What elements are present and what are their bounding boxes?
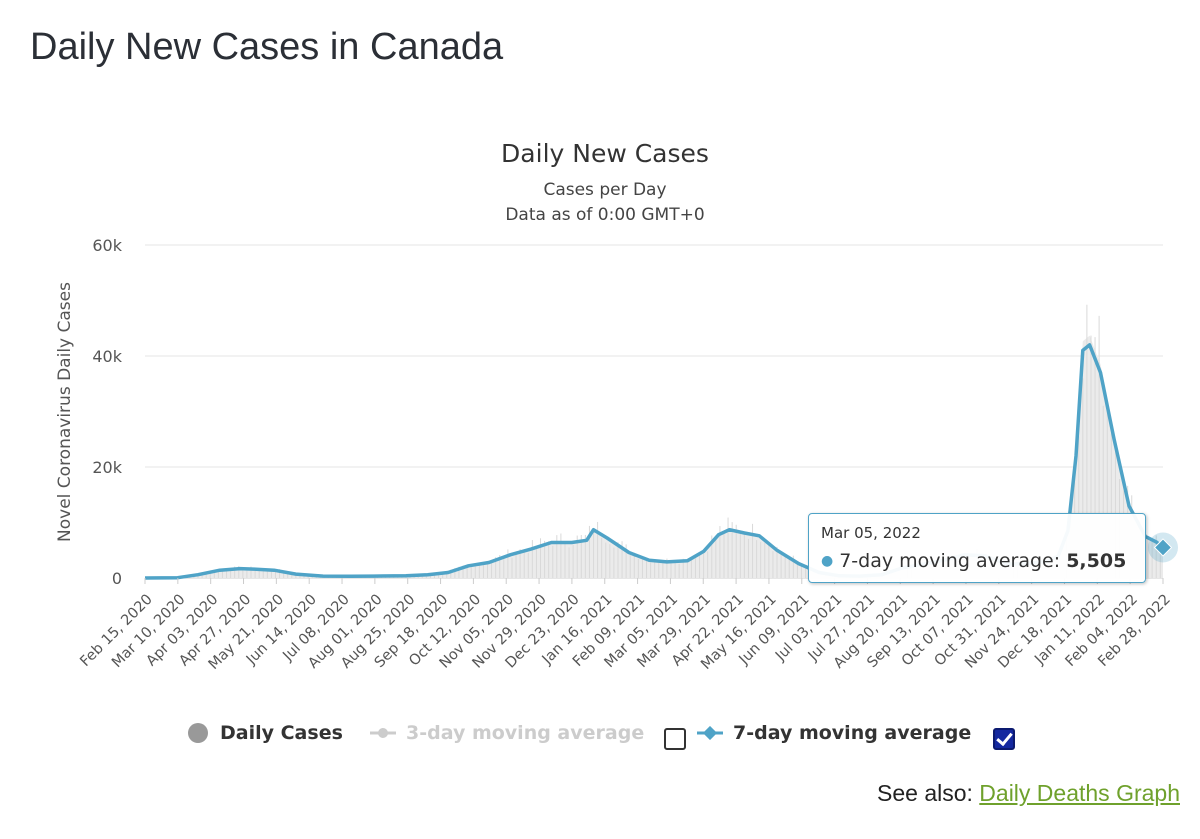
circle-icon [188,723,208,743]
tooltip-date: Mar 05, 2022 [821,524,921,542]
tooltip-series-label: 7-day moving average: [839,550,1061,572]
legend: Daily Cases 3-day moving average 7-day m… [0,718,1200,754]
chart-subtitle-date: Data as of 0:00 GMT+0 [505,205,704,225]
see-also: See also: Daily Deaths Graph [877,780,1180,807]
see-also-label: See also: [877,780,973,806]
y-tick-label: 0 [112,569,122,588]
checkbox-7day[interactable] [993,728,1015,750]
legend-label-3day: 3-day moving average [406,722,645,744]
legend-label-daily-cases: Daily Cases [220,722,343,744]
y-tick-label: 60k [92,236,122,255]
diamond-marker-icon [697,726,723,740]
daily-deaths-graph-link[interactable]: Daily Deaths Graph [979,780,1180,806]
tooltip-row: ● 7-day moving average: 5,505 [821,550,1133,572]
legend-item-7day[interactable]: 7-day moving average [697,722,971,744]
chart-title: Daily New Cases [501,139,709,168]
y-tick-label: 40k [92,347,122,366]
checkbox-3day[interactable] [664,728,686,750]
page-title: Daily New Cases in Canada [30,26,504,68]
hover-point [1153,538,1173,557]
legend-label-7day: 7-day moving average [733,722,972,744]
y-axis-ticks: 0 20k 40k 60k [92,236,122,588]
checkmark-icon [996,728,1013,747]
tooltip-series-dot-icon: ● [821,553,834,569]
tooltip-value: 5,505 [1066,550,1127,572]
y-tick-label: 20k [92,458,122,477]
line-marker-icon [370,728,396,738]
legend-item-3day[interactable]: 3-day moving average [370,722,644,744]
chart-subtitle: Cases per Day [543,180,666,200]
y-axis-label: Novel Coronavirus Daily Cases [55,282,75,542]
tooltip: Mar 05, 2022 ● 7-day moving average: 5,50… [808,513,1146,583]
hover-marker [1148,532,1178,563]
legend-item-daily-cases[interactable]: Daily Cases [188,722,343,744]
